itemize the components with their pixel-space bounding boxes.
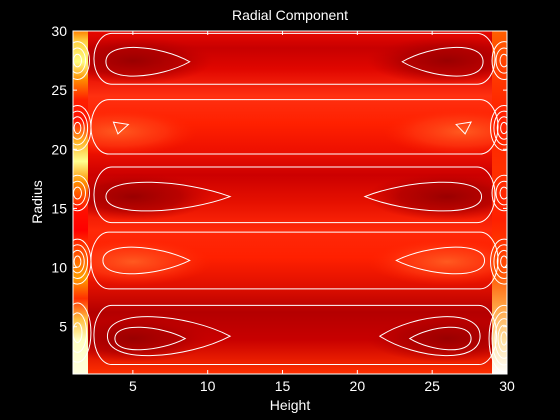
contour-line-13 [455,121,472,135]
y-tick-label-4: 25 [51,82,67,98]
y-tick-label-0: 5 [59,319,67,335]
field-cell-1-0 [73,237,213,286]
contour-line-30 [73,41,90,80]
contour-line-35 [496,116,507,140]
field-cell-3-1 [382,107,507,156]
contour-line-15 [105,46,191,77]
contour-line-0 [93,304,498,366]
contour-line-41 [490,238,507,285]
contour-line-7 [395,246,486,275]
chart-title: Radial Component [232,7,348,23]
contour-line-18 [73,116,85,140]
contour-line-47 [491,41,507,80]
contour-line-3 [378,316,481,357]
contour-line-8 [93,166,496,224]
contour-line-43 [495,180,507,206]
contour-line-4 [408,326,472,351]
contour-line-40 [493,244,507,279]
contour-line-45 [499,53,507,68]
y-axis-label: Radius [29,180,45,224]
x-tick-label-1: 10 [200,378,216,394]
contour-line-44 [491,174,507,212]
x-tick-label-5: 30 [499,378,515,394]
axes-box [72,30,508,375]
contour-line-42 [499,186,507,200]
contour-line-10 [363,181,483,212]
contour-lines [73,32,507,373]
contour-line-9 [105,181,232,212]
contour-line-12 [112,121,130,135]
contour-line-19 [73,110,89,146]
contour-line-27 [73,174,90,212]
x-tick-label-2: 15 [275,378,291,394]
contour-line-24 [73,238,92,285]
contour-line-50 [494,318,507,359]
y-tick-label-3: 20 [51,141,67,157]
contour-line-29 [73,47,86,74]
x-axis-label: Height [270,397,311,413]
contour-line-20 [73,105,92,151]
contour-line-37 [490,105,507,151]
field-cell-4-0 [73,36,213,85]
contour-line-33 [73,302,92,363]
x-tick-label-3: 20 [350,378,366,394]
y-tick-label-2: 15 [51,200,67,216]
contour-line-48 [500,331,507,346]
field-cell-1-1 [367,237,507,286]
contour-line-14 [93,32,496,85]
field-cell-2-1 [367,172,507,221]
contour-line-17 [73,121,82,135]
contour-line-23 [73,244,89,279]
x-tick-label-0: 5 [129,378,137,394]
field-cell-0-0 [73,314,213,363]
contour-line-32 [73,312,87,353]
contour-line-1 [106,316,232,357]
field-cell-4-1 [367,36,507,85]
contour-line-49 [497,324,507,353]
contour-line-22 [73,249,85,274]
y-tick-label-5: 30 [51,23,67,39]
field-cell-3-0 [73,107,198,156]
contour-line-39 [496,249,507,274]
contour-line-2 [114,326,187,351]
contour-line-21 [73,255,82,268]
contour-line-46 [495,47,507,74]
contour-line-26 [73,180,86,206]
contour-line-16 [401,46,484,77]
contour-line-52 [488,304,507,373]
axes: 5 10 15 20 25 30 5 10 15 20 25 30 [51,23,515,394]
heatmap-plot-area [73,31,507,374]
contour-line-31 [73,322,83,343]
contour-line-34 [500,121,507,135]
contour-line-51 [491,311,507,366]
y-tick-label-1: 10 [51,260,67,276]
contour-line-36 [493,110,507,146]
contour-line-6 [102,246,191,275]
x-tick-label-4: 25 [424,378,440,394]
